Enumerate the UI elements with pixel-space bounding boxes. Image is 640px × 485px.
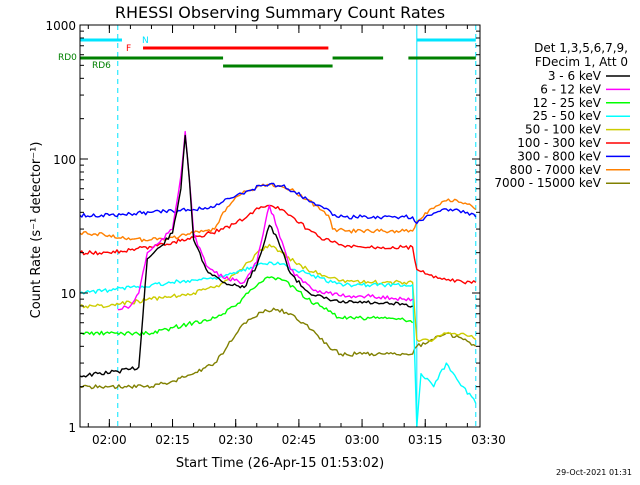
axes-frame bbox=[79, 24, 481, 428]
legend-label-8: 7000 - 15000 keV bbox=[494, 176, 601, 190]
series-line-7 bbox=[80, 182, 477, 243]
legend-label-2: 12 - 25 keV bbox=[533, 96, 602, 110]
x-tick-label-1: 02:15 bbox=[155, 433, 190, 447]
axes: 1 10 100 1000 02:00 02:15 02:30 02:45 03:00 03:15… bbox=[45, 19, 505, 447]
series-line-1 bbox=[117, 130, 414, 311]
legend-label-6: 300 - 800 keV bbox=[517, 149, 601, 163]
y-tick-label-1: 10 bbox=[61, 287, 76, 301]
legend-label-1: 6 - 12 keV bbox=[540, 82, 602, 96]
series-group bbox=[80, 25, 477, 427]
y-axis-label: Count Rate (s⁻¹ detector⁻¹) bbox=[29, 142, 44, 319]
series-line-2 bbox=[80, 276, 414, 336]
plot-area: N F RD0 RD6 bbox=[58, 25, 477, 427]
x-tick-label-2: 02:30 bbox=[218, 433, 253, 447]
legend-label-4: 50 - 100 keV bbox=[525, 123, 602, 137]
series-line-4 bbox=[80, 243, 477, 343]
legend-label-5: 100 - 300 keV bbox=[517, 136, 601, 150]
x-tick-label-3: 02:45 bbox=[282, 433, 317, 447]
y-tick-label-2: 100 bbox=[53, 153, 76, 167]
plot-timestamp: 29-Oct-2021 01:31 bbox=[556, 468, 632, 477]
y-tick-label-0: 1 bbox=[68, 421, 76, 435]
legend-label-3: 25 - 50 keV bbox=[533, 109, 602, 123]
flag-label-n: N bbox=[142, 36, 149, 46]
legend-label-0: 3 - 6 keV bbox=[548, 69, 602, 83]
flag-label-rd6: RD6 bbox=[92, 61, 111, 71]
x-tick-label-0: 02:00 bbox=[92, 433, 127, 447]
series-line-6 bbox=[80, 182, 477, 225]
legend-label-7: 800 - 7000 keV bbox=[510, 163, 602, 177]
y-tick-label-3: 1000 bbox=[45, 19, 76, 33]
legend-header-line-1: Det 1,3,5,6,7,9, bbox=[534, 41, 628, 55]
series-line-5 bbox=[80, 204, 477, 285]
legend-header-line-2: FDecim 1, Att 0 bbox=[535, 55, 628, 69]
x-tick-label-6: 03:30 bbox=[471, 433, 506, 447]
chart-title: RHESSI Observing Summary Count Rates bbox=[115, 3, 445, 22]
x-tick-label-4: 03:00 bbox=[345, 433, 380, 447]
x-axis-label: Start Time (26-Apr-15 01:53:02) bbox=[176, 456, 384, 471]
x-tick-label-5: 03:15 bbox=[408, 433, 443, 447]
series-line-8 bbox=[80, 307, 477, 390]
series-line-3 bbox=[80, 261, 477, 427]
flag-label-rd0: RD0 bbox=[58, 53, 77, 63]
series-line-0 bbox=[80, 134, 413, 378]
flag-label-f: F bbox=[126, 44, 131, 54]
